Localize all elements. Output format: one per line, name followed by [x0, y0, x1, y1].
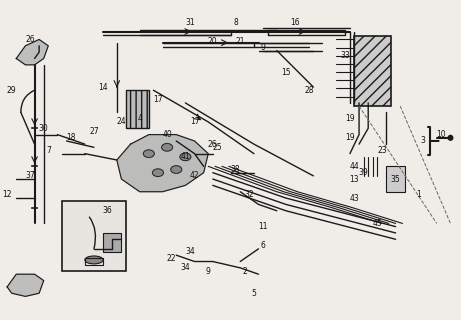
Text: 31: 31 [185, 18, 195, 27]
Ellipse shape [448, 135, 453, 140]
Text: 29: 29 [7, 86, 17, 95]
Circle shape [153, 169, 164, 177]
Text: 14: 14 [98, 83, 108, 92]
Text: 36: 36 [103, 206, 112, 215]
Text: 4: 4 [137, 114, 142, 123]
Text: 20: 20 [208, 36, 218, 45]
Text: 3: 3 [420, 136, 426, 146]
Text: 11: 11 [258, 222, 268, 231]
Text: 18: 18 [66, 133, 76, 142]
Polygon shape [16, 39, 48, 65]
Text: 28: 28 [304, 86, 313, 95]
Bar [62, 201, 126, 271]
Text: 13: 13 [350, 174, 359, 184]
Text: 43: 43 [349, 194, 360, 203]
Text: 34: 34 [181, 263, 190, 272]
Text: 44: 44 [349, 162, 360, 171]
Bar [126, 90, 149, 128]
Polygon shape [117, 135, 208, 192]
Bar [103, 233, 121, 252]
Circle shape [143, 150, 154, 157]
Text: 32: 32 [244, 190, 254, 199]
Text: 7: 7 [46, 146, 51, 155]
Circle shape [171, 166, 182, 173]
Text: 19: 19 [345, 133, 355, 142]
Text: 17: 17 [190, 117, 199, 126]
Ellipse shape [85, 256, 103, 264]
Text: 40: 40 [162, 130, 172, 139]
Text: 6: 6 [260, 241, 266, 250]
Text: 37: 37 [25, 172, 35, 180]
Text: 9: 9 [206, 267, 211, 276]
Text: 24: 24 [117, 117, 126, 126]
Text: 33: 33 [341, 51, 350, 60]
Text: 22: 22 [167, 254, 177, 263]
Circle shape [162, 143, 172, 151]
Circle shape [180, 153, 191, 161]
Text: 17: 17 [153, 95, 163, 104]
Bar [386, 166, 405, 192]
Text: 23: 23 [377, 146, 387, 155]
Text: 25: 25 [213, 143, 222, 152]
Text: 21: 21 [236, 36, 245, 45]
Text: 42: 42 [190, 172, 199, 180]
Text: 30: 30 [39, 124, 48, 133]
Text: 1: 1 [416, 190, 421, 199]
Text: 26: 26 [25, 35, 35, 44]
Text: 35: 35 [391, 174, 401, 184]
Text: 9: 9 [260, 43, 266, 52]
Text: 19: 19 [345, 114, 355, 123]
Polygon shape [7, 274, 44, 296]
Text: 16: 16 [290, 18, 300, 27]
Bar [355, 36, 391, 106]
Text: 38: 38 [231, 165, 241, 174]
Text: 27: 27 [89, 127, 99, 136]
Text: 34: 34 [185, 247, 195, 257]
Text: 8: 8 [233, 18, 238, 27]
Text: 10: 10 [437, 130, 446, 139]
Text: 5: 5 [252, 289, 256, 298]
Text: 39: 39 [359, 168, 368, 177]
Text: 26: 26 [208, 140, 218, 148]
Text: 45: 45 [372, 219, 382, 228]
Text: 41: 41 [181, 152, 190, 161]
Text: 12: 12 [2, 190, 12, 199]
Text: 15: 15 [281, 68, 291, 77]
Text: 2: 2 [242, 267, 247, 276]
